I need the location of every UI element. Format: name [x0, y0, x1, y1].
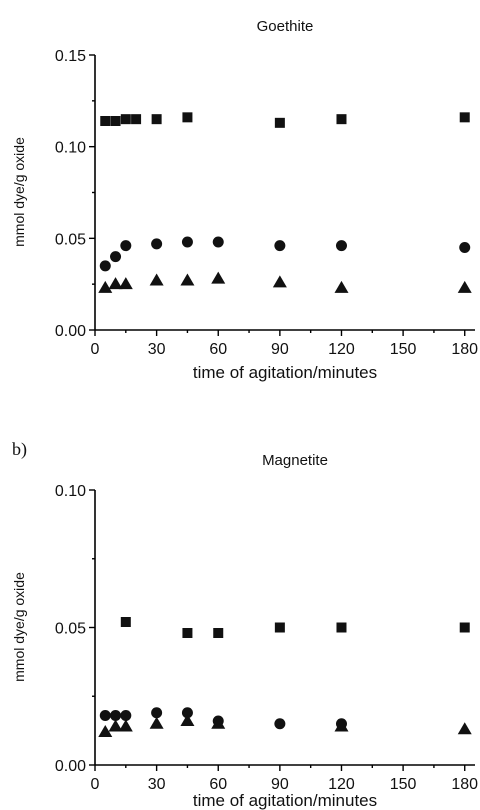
chart-title: Goethite	[257, 18, 314, 35]
axis-ticks: 0 30 60 90 120 150 180 0.00 0.05 0.10	[55, 483, 478, 793]
x-tick-label: 150	[390, 341, 417, 358]
square-point	[274, 622, 285, 633]
y-tick-label: 0.15	[55, 48, 86, 65]
y-axis-label: mmol dye/g oxide	[11, 572, 27, 682]
square-point	[213, 628, 224, 638]
circle-point	[335, 240, 347, 252]
chart-title: Magnetite	[262, 452, 328, 469]
y-tick-label: 0.05	[55, 621, 86, 638]
triangle-point	[211, 271, 226, 284]
x-tick-label: 180	[451, 341, 478, 358]
triangle-point	[108, 277, 123, 290]
x-tick-label: 30	[148, 341, 166, 358]
x-tick-label: 30	[148, 776, 166, 793]
circle-point	[120, 710, 132, 721]
chart-goethite: Goethite mmol dye/g oxide time of agitat…	[11, 18, 478, 382]
x-tick-label: 60	[209, 341, 227, 358]
triangle-point	[180, 714, 195, 726]
x-tick-label: 120	[328, 776, 355, 793]
data-marks	[98, 617, 472, 737]
circle-point	[459, 242, 471, 253]
triangle-point	[457, 722, 472, 735]
circle-point	[212, 236, 224, 248]
triangle-point	[149, 273, 164, 286]
y-axis-label: mmol dye/g oxide	[11, 137, 27, 247]
y-tick-label: 0.10	[55, 483, 86, 500]
circle-point	[99, 710, 111, 721]
circle-point	[120, 240, 132, 252]
x-tick-label: 60	[209, 776, 227, 793]
x-tick-label: 90	[271, 341, 289, 358]
triangle-point	[211, 716, 226, 729]
triangle-point	[334, 719, 349, 732]
x-tick-label: 0	[91, 341, 100, 358]
square-point	[459, 622, 470, 633]
circle-point	[181, 236, 193, 248]
square-point	[274, 117, 285, 128]
square-point	[182, 628, 193, 638]
data-marks	[98, 112, 472, 293]
triangle-point	[334, 280, 349, 293]
square-point	[120, 617, 131, 627]
circle-point	[151, 238, 163, 250]
x-tick-label: 150	[390, 776, 417, 793]
square-point	[336, 114, 347, 125]
y-tick-label: 0.00	[55, 758, 86, 775]
circle-point	[181, 707, 193, 719]
y-tick-label: 0.05	[55, 231, 86, 248]
square-point	[120, 114, 131, 125]
triangle-point	[457, 280, 472, 293]
square-point	[131, 114, 142, 125]
x-axis-label: time of agitation/minutes	[193, 363, 377, 382]
circle-point	[99, 260, 111, 272]
y-tick-label: 0.00	[55, 323, 86, 340]
triangle-point	[149, 716, 164, 729]
x-tick-label: 0	[91, 776, 100, 793]
circle-point	[151, 707, 163, 719]
circle-point	[274, 718, 286, 730]
axis-ticks: 0 30 60 90 120 150 180 0.00 0.05 0.10 0.15	[55, 48, 478, 358]
square-point	[336, 622, 347, 633]
x-axis-label: time of agitation/minutes	[193, 791, 377, 810]
triangle-point	[108, 719, 123, 732]
square-point	[100, 116, 111, 126]
triangle-point	[118, 719, 133, 732]
y-tick-label: 0.10	[55, 140, 86, 157]
square-point	[459, 112, 470, 123]
x-tick-label: 180	[451, 776, 478, 793]
triangle-point	[272, 275, 287, 288]
panel-tag: b)	[12, 439, 27, 460]
triangle-point	[98, 725, 113, 737]
x-tick-label: 90	[271, 776, 289, 793]
circle-point	[110, 710, 122, 721]
triangle-point	[98, 280, 113, 293]
circle-point	[274, 240, 286, 252]
x-tick-label: 120	[328, 341, 355, 358]
square-point	[182, 112, 193, 123]
triangle-point	[180, 273, 195, 286]
square-point	[151, 114, 162, 125]
chart-magnetite: b) Magnetite mmol dye/g oxide time of ag…	[11, 439, 478, 810]
triangle-point	[118, 277, 133, 290]
circle-point	[110, 251, 122, 263]
square-point	[110, 116, 121, 126]
